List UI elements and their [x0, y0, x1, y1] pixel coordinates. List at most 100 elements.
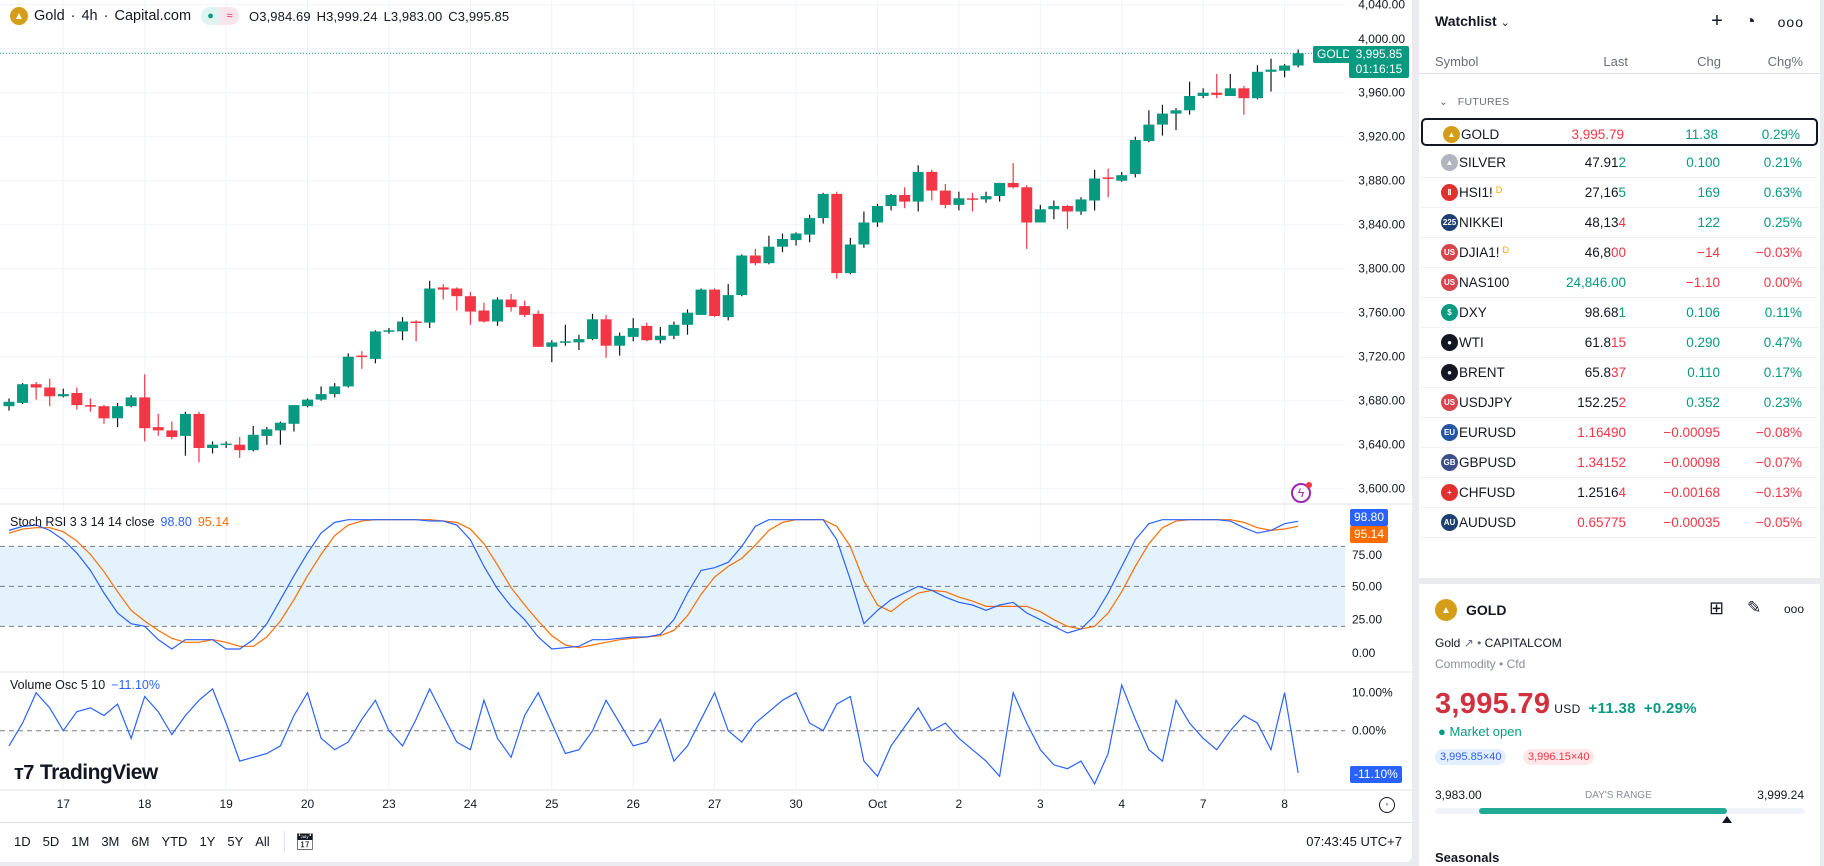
range-1y[interactable]: 1Y — [199, 834, 216, 849]
legend-exchange[interactable]: Capital.com — [114, 8, 192, 24]
ask-pill[interactable]: 3,996.15×40 — [1523, 749, 1595, 765]
candle-body — [939, 190, 951, 205]
candle-body — [722, 295, 734, 318]
details-symbol[interactable]: GOLD — [1466, 602, 1507, 618]
legend-interval[interactable]: 4h — [81, 8, 98, 24]
candle-body — [207, 444, 219, 448]
symbol-logo-icon: GB — [1441, 454, 1458, 471]
watchlist-row-eurusd[interactable]: EU EURUSD 1.16490 −0.00095 −0.08% — [1421, 418, 1818, 448]
details-name[interactable]: Gold — [1435, 636, 1461, 650]
watchlist-row-hsi1[interactable]: Ⅱ HSI1! D 27,165 169 0.63% — [1421, 178, 1818, 208]
watchlist-row-silver[interactable]: ▲ SILVER 47.912 0.100 0.21% — [1421, 148, 1818, 178]
candle — [695, 288, 707, 315]
go-to-date-calendar-icon[interactable]: 📅︎ — [294, 833, 316, 851]
timezone-clock[interactable]: 07:43:45 UTC+7 — [1306, 834, 1402, 849]
lightning-alert-icon[interactable]: ϟ — [1291, 482, 1312, 503]
time-axis-label: 25 — [545, 797, 559, 811]
watchlist-panel: Watchlist ⌄ + ◔ ooo Symbol Last Chg Chg%… — [1419, 0, 1820, 578]
range-3m[interactable]: 3M — [101, 834, 120, 849]
more-options-icon[interactable]: ooo — [1784, 602, 1805, 616]
seasonals-section[interactable]: Seasonals — [1435, 850, 1500, 865]
watchlist-row-nikkei[interactable]: 225 NIKKEI 48,134 122 0.25% — [1421, 208, 1818, 238]
change-percent: 0.11% — [1764, 305, 1802, 320]
candle — [559, 324, 571, 346]
candle-body — [369, 331, 381, 359]
candle — [492, 297, 504, 326]
layout-grid-icon[interactable]: ⊞ — [1709, 598, 1725, 618]
more-options-icon[interactable]: ooo — [1777, 13, 1804, 30]
range-all[interactable]: All — [255, 834, 270, 849]
candle-body — [315, 394, 327, 400]
symbol-logo-icon: US — [1441, 244, 1458, 261]
range-1d[interactable]: 1D — [14, 834, 31, 849]
candle-body — [587, 319, 599, 340]
range-1m[interactable]: 1M — [71, 834, 90, 849]
stoch-rsi-legend[interactable]: Stoch RSI 3 3 14 14 close 98.80 95.14 — [10, 515, 230, 529]
candle — [383, 328, 395, 334]
watchlist-row-audusd[interactable]: AU AUDUSD 0.65775 −0.00035 −0.05% — [1421, 508, 1818, 538]
chart-canvas[interactable]: 4,040.00 4,000.00 3,960.00 3,920.00 3,880.00… — [0, 0, 1412, 822]
change: 169 — [1697, 185, 1720, 200]
watchlist-row-gbpusd[interactable]: GB GBPUSD 1.34152 −0.00098 −0.07% — [1421, 448, 1818, 478]
candle — [152, 413, 164, 436]
header-last[interactable]: Last — [1603, 54, 1628, 69]
range-ytd[interactable]: YTD — [161, 834, 188, 849]
price-axis-label: 3,960.00 — [1358, 86, 1405, 100]
range-5d[interactable]: 5D — [42, 834, 60, 849]
candle-body — [247, 434, 259, 451]
candle-body — [1279, 65, 1291, 71]
candle — [749, 248, 761, 266]
advanced-view-pie-icon[interactable]: ◔ — [1744, 11, 1756, 31]
range-6m[interactable]: 6M — [131, 834, 150, 849]
bid-pill[interactable]: 3,995.85×40 — [1435, 749, 1507, 765]
change-percent: 0.29% — [1761, 127, 1800, 142]
symbol-logo-icon: AU — [1441, 514, 1458, 531]
watchlist-title[interactable]: Watchlist ⌄ — [1435, 13, 1510, 29]
chart-settings-gear-icon[interactable]: ◦ — [1379, 797, 1395, 813]
candle-body — [1292, 53, 1304, 66]
market-status-pill[interactable]: ● ≈ — [201, 7, 240, 25]
add-symbol-plus-icon[interactable]: + — [1711, 10, 1723, 32]
watchlist-row-dxy[interactable]: $ DXY 98.681 0.106 0.11% — [1421, 298, 1818, 328]
candle — [953, 191, 965, 211]
chart-area[interactable]: 4,040.00 4,000.00 3,960.00 3,920.00 3,880.00… — [0, 0, 1412, 862]
external-link-icon[interactable]: ↗ — [1463, 636, 1474, 650]
candle-body — [1143, 124, 1155, 142]
watchlist-row-brent[interactable]: ● BRENT 65.837 0.110 0.17% — [1421, 358, 1818, 388]
range-5y[interactable]: 5Y — [227, 834, 244, 849]
header-symbol[interactable]: Symbol — [1435, 54, 1479, 69]
symbol-details-panel: ▲ GOLD ⊞ ✎ ooo Gold ↗ • CAPITALCOM Commo… — [1419, 584, 1820, 866]
edit-note-icon[interactable]: ✎ — [1747, 598, 1762, 617]
volume-osc-legend[interactable]: Volume Osc 5 10 −11.10% — [10, 678, 160, 692]
candle — [179, 411, 191, 456]
last-price: 1.34152 — [1577, 455, 1626, 470]
header-chg-percent[interactable]: Chg% — [1767, 54, 1803, 69]
symbol-legend: ▲ Gold · 4h · Capital.com ● ≈ O3,984.69 H… — [10, 7, 509, 25]
market-open-dot-icon: ● — [201, 7, 221, 25]
candle — [573, 334, 585, 351]
price-axis-label: 3,680.00 — [1358, 394, 1405, 408]
watchlist-row-gold[interactable]: ▲ GOLD 3,995.79 11.38 0.29% — [1421, 118, 1818, 146]
watchlist-row-wti[interactable]: ● WTI 61.815 0.290 0.47% — [1421, 328, 1818, 358]
price-axis-label: 3,600.00 — [1358, 482, 1405, 496]
candle — [600, 314, 612, 358]
details-change: +11.38 — [1588, 700, 1636, 717]
delayed-data-icon: ≈ — [220, 7, 240, 25]
change-percent: −0.13% — [1755, 485, 1802, 500]
legend-symbol[interactable]: Gold — [34, 8, 65, 24]
watchlist-row-chfusd[interactable]: + CHFUSD 1.25164 −0.00168 −0.13% — [1421, 478, 1818, 508]
candle-body — [274, 422, 286, 431]
candle-body — [1021, 187, 1033, 223]
candle-body — [1238, 88, 1250, 99]
time-axis-label: 24 — [464, 797, 478, 811]
candle — [1184, 81, 1196, 115]
watchlist-row-nas100[interactable]: US NAS100 24,846.00 −1.10 0.00% — [1421, 268, 1818, 298]
price-axis-label: 4,040.00 — [1358, 0, 1405, 12]
futures-section[interactable]: ⌄ FUTURES — [1439, 96, 1510, 108]
header-chg[interactable]: Chg — [1697, 54, 1721, 69]
candle — [1102, 168, 1114, 198]
watchlist-row-djia1[interactable]: US DJIA1! D 46,800 −14 −0.03% — [1421, 238, 1818, 268]
watchlist-row-usdjpy[interactable]: US USDJPY 152.252 0.352 0.23% — [1421, 388, 1818, 418]
candle-body — [966, 198, 978, 200]
change-percent: −0.03% — [1755, 245, 1802, 260]
